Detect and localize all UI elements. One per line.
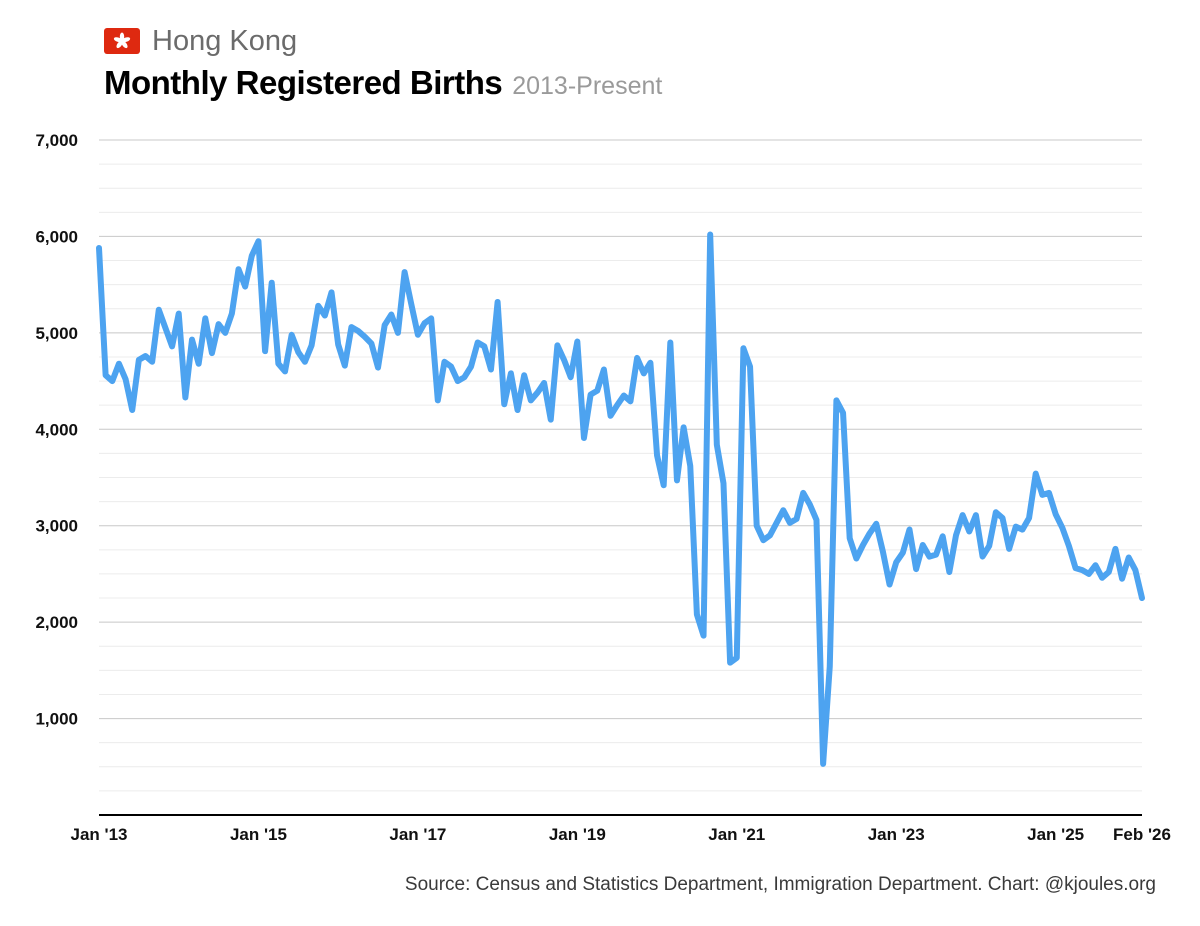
- region-label: Hong Kong: [152, 24, 298, 57]
- x-tick-label: Jan '25: [1027, 825, 1084, 844]
- x-tick-label: Jan '13: [71, 825, 128, 844]
- x-tick-label: Jan '19: [549, 825, 606, 844]
- y-tick-label: 1,000: [35, 710, 78, 729]
- hong-kong-flag-icon: [104, 28, 140, 54]
- chart-title: Monthly Registered Births: [104, 64, 503, 101]
- title-row: Monthly Registered Births 2013-Present: [104, 64, 662, 102]
- x-tick-label: Feb '26: [1113, 825, 1171, 844]
- y-tick-label: 3,000: [35, 517, 78, 536]
- y-tick-label: 6,000: [35, 227, 78, 246]
- region-row: Hong Kong: [104, 22, 662, 60]
- source-note: Source: Census and Statistics Department…: [404, 874, 1156, 895]
- y-tick-label: 5,000: [35, 324, 78, 343]
- series-line: [96, 231, 1145, 767]
- x-tick-label: Jan '17: [389, 825, 446, 844]
- grid-lines: [99, 139, 1142, 792]
- x-tick-label: Jan '21: [708, 825, 765, 844]
- y-tick-label: 4,000: [35, 420, 78, 439]
- series-layer: [96, 231, 1145, 767]
- x-tick-label: Jan '15: [230, 825, 287, 844]
- chart-subtitle: 2013-Present: [512, 72, 663, 100]
- chart-header: Hong Kong Monthly Registered Births 2013…: [104, 22, 662, 102]
- axes: 1,000 2,000 3,000 4,000 5,000 6,000 7,000 Jan '…: [35, 131, 1171, 844]
- x-tick-label: Jan '23: [868, 825, 925, 844]
- y-tick-label: 7,000: [35, 131, 78, 150]
- y-tick-label: 2,000: [35, 613, 78, 632]
